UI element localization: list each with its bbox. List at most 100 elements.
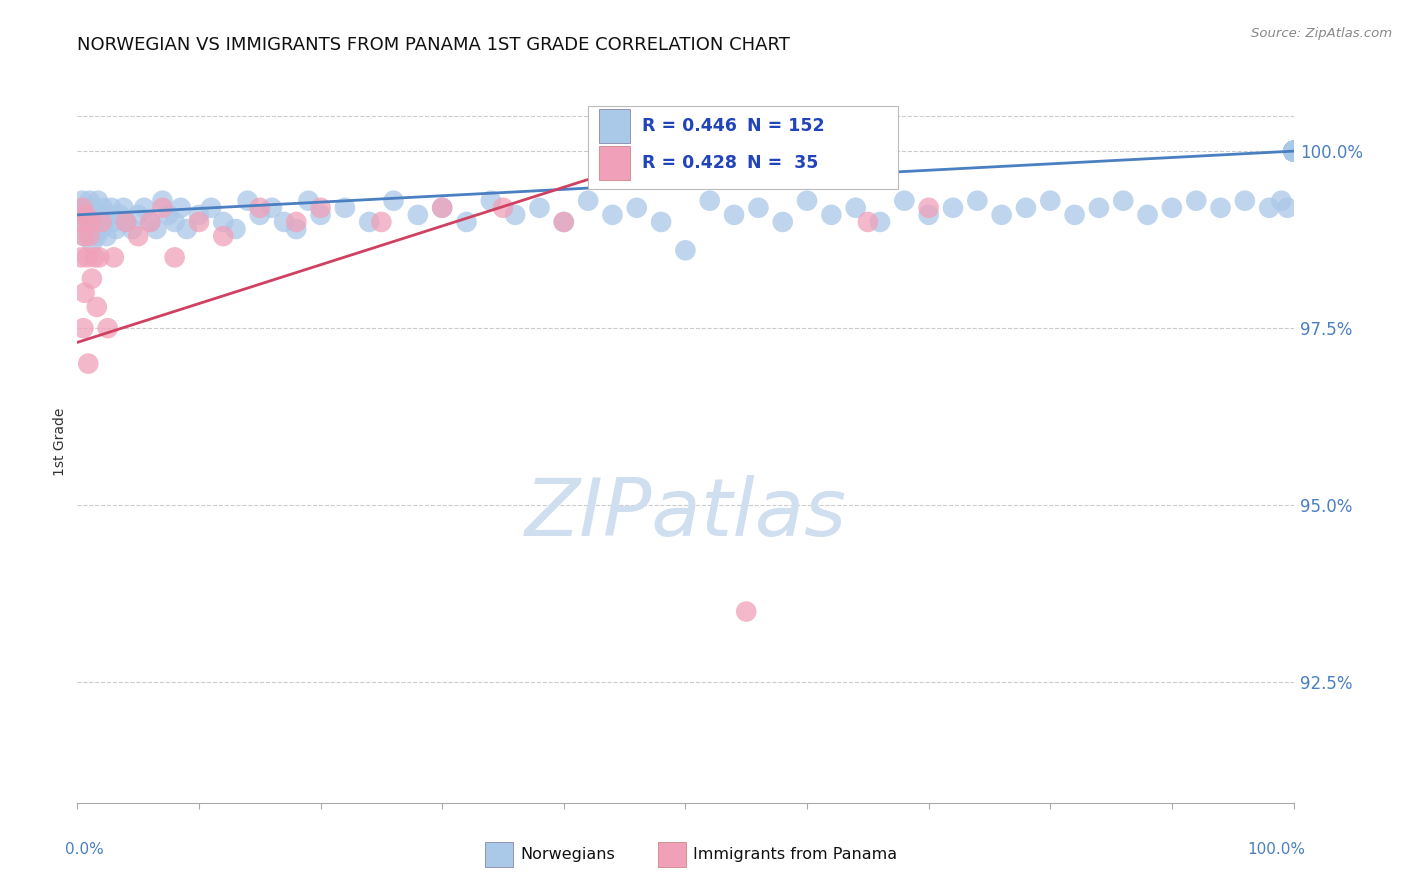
- Point: [224, 222, 246, 236]
- Point: [176, 222, 198, 236]
- Point: [1282, 144, 1305, 158]
- Point: [80, 215, 103, 229]
- Point: [1282, 144, 1305, 158]
- Point: [1185, 194, 1208, 208]
- Point: [1282, 144, 1305, 158]
- Point: [93, 215, 115, 229]
- Point: [1282, 144, 1305, 158]
- Point: [163, 251, 186, 265]
- Point: [80, 236, 103, 251]
- Point: [73, 229, 96, 244]
- Point: [75, 201, 97, 215]
- Point: [1282, 144, 1305, 158]
- Point: [1282, 144, 1305, 158]
- Point: [503, 208, 526, 222]
- Point: [188, 215, 211, 229]
- Point: [576, 194, 599, 208]
- Point: [1282, 144, 1305, 158]
- Point: [80, 215, 103, 229]
- Point: [626, 201, 648, 215]
- Point: [333, 201, 356, 215]
- Point: [1282, 144, 1305, 158]
- Point: [170, 201, 193, 215]
- Point: [249, 201, 271, 215]
- Point: [163, 215, 186, 229]
- Point: [1282, 144, 1305, 158]
- Point: [1282, 144, 1305, 158]
- Point: [602, 208, 624, 222]
- Point: [1282, 144, 1305, 158]
- Point: [285, 222, 308, 236]
- Point: [70, 208, 93, 222]
- Point: [212, 229, 235, 244]
- Point: [1282, 144, 1305, 158]
- Point: [97, 321, 120, 335]
- Point: [1282, 144, 1305, 158]
- Point: [893, 194, 915, 208]
- Point: [236, 194, 259, 208]
- Point: [121, 222, 143, 236]
- Point: [1282, 144, 1305, 158]
- Point: [152, 201, 174, 215]
- Point: [89, 215, 111, 229]
- Point: [90, 222, 112, 236]
- Text: R = 0.428: R = 0.428: [641, 154, 737, 172]
- Point: [86, 300, 108, 314]
- Point: [1282, 144, 1305, 158]
- Point: [1282, 144, 1305, 158]
- Point: [1282, 144, 1305, 158]
- Point: [77, 357, 100, 371]
- Point: [723, 208, 745, 222]
- Point: [273, 215, 295, 229]
- Point: [1282, 144, 1305, 158]
- Text: Immigrants from Panama: Immigrants from Panama: [693, 847, 897, 862]
- Point: [553, 215, 575, 229]
- Point: [297, 194, 319, 208]
- Point: [1282, 144, 1305, 158]
- Point: [249, 208, 271, 222]
- Point: [990, 208, 1012, 222]
- Point: [430, 201, 453, 215]
- Point: [1282, 144, 1305, 158]
- Point: [1282, 144, 1305, 158]
- Point: [699, 194, 721, 208]
- Point: [103, 215, 125, 229]
- Point: [100, 201, 122, 215]
- Point: [115, 215, 138, 229]
- Point: [1282, 144, 1305, 158]
- Point: [1282, 144, 1305, 158]
- Text: Source: ZipAtlas.com: Source: ZipAtlas.com: [1251, 27, 1392, 40]
- Point: [79, 194, 101, 208]
- Y-axis label: 1st Grade: 1st Grade: [53, 408, 67, 475]
- Point: [650, 215, 672, 229]
- Text: 0.0%: 0.0%: [65, 842, 104, 856]
- Point: [79, 229, 101, 244]
- Point: [90, 215, 112, 229]
- Text: 100.0%: 100.0%: [1247, 842, 1306, 856]
- Point: [1136, 208, 1159, 222]
- Point: [820, 208, 842, 222]
- Point: [1282, 144, 1305, 158]
- Point: [139, 215, 162, 229]
- Point: [73, 285, 96, 300]
- Point: [96, 229, 118, 244]
- Point: [72, 215, 94, 229]
- Point: [83, 208, 105, 222]
- Point: [70, 194, 93, 208]
- Point: [72, 229, 94, 244]
- Point: [747, 201, 769, 215]
- Point: [430, 201, 453, 215]
- Point: [1282, 144, 1305, 158]
- Point: [1282, 144, 1305, 158]
- Point: [1282, 144, 1305, 158]
- Point: [1282, 144, 1305, 158]
- Point: [869, 215, 891, 229]
- Point: [796, 194, 818, 208]
- Point: [966, 194, 988, 208]
- Point: [1282, 144, 1305, 158]
- Point: [145, 222, 167, 236]
- Point: [309, 208, 332, 222]
- Point: [492, 201, 515, 215]
- Point: [1282, 144, 1305, 158]
- Point: [89, 208, 111, 222]
